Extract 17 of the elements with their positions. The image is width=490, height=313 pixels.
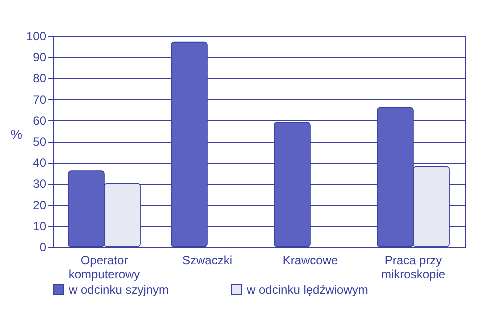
x-tick-label: Krawcowe: [282, 254, 338, 268]
y-tick-label: 70: [33, 92, 47, 107]
y-tick-label: 10: [33, 219, 47, 234]
x-tick-label: Szwaczki: [182, 254, 233, 268]
y-tick-label: 80: [33, 72, 47, 86]
y-tick-label: 50: [33, 135, 47, 149]
legend-label: w odcinku lędźwiowym: [246, 283, 368, 297]
x-tick-label: Praca przy mikroskopie: [381, 254, 446, 282]
y-tick-label: 30: [33, 177, 47, 192]
y-tick-label: 100: [26, 30, 47, 44]
y-tick-label: 20: [33, 198, 47, 212]
y-tick-label: 60: [33, 114, 47, 128]
y-tick-label: 0: [40, 240, 47, 254]
legend-label: w odcinku szyjnym: [68, 283, 170, 297]
y-axis-title: %: [10, 127, 23, 142]
y-tick-label: 90: [33, 50, 47, 65]
y-tick-label: 40: [33, 156, 47, 170]
